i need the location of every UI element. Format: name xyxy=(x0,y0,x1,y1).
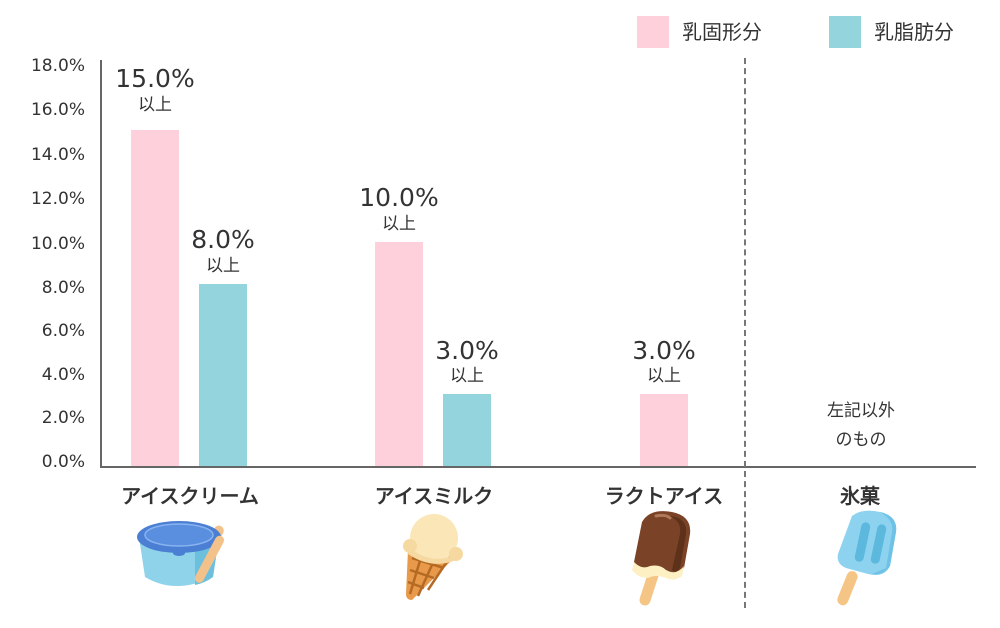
category-label-icecream: アイスクリーム xyxy=(121,484,259,508)
value-label: 15.0% xyxy=(115,64,195,93)
dashed-divider xyxy=(744,58,746,608)
y-tick: 14.0% xyxy=(30,145,85,165)
category-label-hyoka: 氷菓 xyxy=(840,484,880,508)
value-label: 3.0% xyxy=(632,336,696,365)
y-tick: 6.0% xyxy=(41,321,85,341)
value-sublabel: 以上 xyxy=(206,256,240,276)
y-tick: 2.0% xyxy=(41,408,85,428)
y-tick: 16.0% xyxy=(30,100,85,120)
ice-cream-cone-icon xyxy=(403,514,463,600)
value-label: 8.0% xyxy=(191,225,255,254)
legend-label-milk-fat: 乳脂肪分 xyxy=(874,20,954,44)
ice-cream-cup-icon xyxy=(137,521,225,586)
other-note-line1: 左記以外 xyxy=(827,401,895,421)
y-tick: 12.0% xyxy=(30,189,85,209)
legend-swatch-milk-fat xyxy=(829,16,861,48)
y-tick: 10.0% xyxy=(30,234,85,254)
y-tick: 4.0% xyxy=(41,365,85,385)
y-tick: 18.0% xyxy=(30,56,85,76)
other-note-line2: のもの xyxy=(835,430,887,450)
value-label: 10.0% xyxy=(359,183,439,212)
category-label-lacto: ラクトアイス xyxy=(604,484,724,508)
blue-popsicle-icon xyxy=(837,510,897,606)
bar-icemilk-milk-solids xyxy=(375,242,423,466)
bar-icecream-milk-solids xyxy=(131,130,179,466)
bar-icemilk-milk-fat xyxy=(443,394,491,466)
legend-swatch-milk-solids xyxy=(637,16,669,48)
category-label-icemilk: アイスミルク xyxy=(374,484,494,508)
y-tick: 8.0% xyxy=(41,278,85,298)
chocolate-popsicle-icon xyxy=(632,511,691,606)
value-label: 3.0% xyxy=(435,336,499,365)
x-axis-line xyxy=(100,466,976,468)
value-sublabel: 以上 xyxy=(647,366,681,386)
value-sublabel: 以上 xyxy=(382,214,416,234)
value-sublabel: 以上 xyxy=(450,366,484,386)
y-tick: 0.0% xyxy=(41,452,85,472)
bar-icecream-milk-fat xyxy=(199,284,247,466)
y-axis-line xyxy=(100,60,102,468)
bar-lacto-milk-solids xyxy=(640,394,688,466)
legend-label-milk-solids: 乳固形分 xyxy=(682,20,762,44)
value-sublabel: 以上 xyxy=(138,95,172,115)
